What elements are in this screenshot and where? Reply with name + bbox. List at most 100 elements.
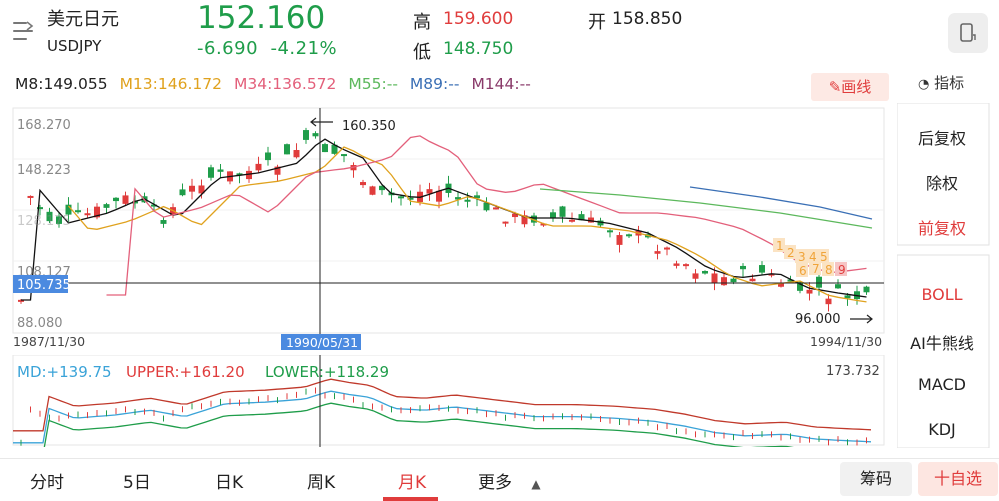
candle-body bbox=[626, 234, 632, 237]
candle-body bbox=[27, 195, 34, 198]
chart-frame bbox=[12, 107, 885, 334]
candle-body bbox=[379, 185, 385, 191]
candle-body bbox=[768, 273, 775, 276]
ma34-line bbox=[106, 135, 867, 296]
candle-body bbox=[331, 144, 338, 154]
candle-body bbox=[246, 170, 252, 180]
td-signal-bg bbox=[784, 245, 796, 259]
add-favorite-button[interactable]: 十自选 bbox=[918, 462, 998, 496]
ma55-line bbox=[539, 188, 873, 229]
candle-body bbox=[208, 167, 214, 178]
td-signal-bg bbox=[796, 263, 808, 277]
change-percent: -4.21% bbox=[270, 38, 338, 59]
sidebar-item-boll[interactable]: BOLL bbox=[921, 285, 963, 304]
low-value: 148.750 bbox=[443, 39, 514, 59]
chart-grid bbox=[13, 158, 884, 262]
instrument-code: USDJPY bbox=[47, 37, 102, 55]
candle-body bbox=[179, 189, 186, 196]
ma-legend-item: M8:149.055 bbox=[15, 75, 108, 93]
tab-daily-k[interactable]: 日K bbox=[215, 473, 244, 493]
boll-chart[interactable]: MD:+139.75 UPPER:+161.20 LOWER:+118.29 1… bbox=[0, 355, 897, 447]
menu-icon[interactable] bbox=[13, 21, 35, 40]
sidebar-item-ai-bull-bear[interactable]: AI牛熊线 bbox=[910, 334, 974, 353]
ma-legend-item: M34:136.572 bbox=[233, 75, 337, 93]
td-signal: 3 bbox=[798, 250, 806, 264]
sidebar-item-kdj[interactable]: KDJ bbox=[928, 420, 956, 439]
chips-button[interactable]: 筹码 bbox=[840, 462, 912, 496]
candle-body bbox=[407, 197, 414, 200]
candle-body bbox=[436, 190, 442, 202]
tab-more-label: 更多 bbox=[478, 473, 512, 493]
td-signal-bg bbox=[773, 238, 785, 252]
high-label: 高 bbox=[413, 12, 431, 33]
indicator-button[interactable]: ◔ 指标 bbox=[918, 72, 964, 93]
kline-chart[interactable]: 1 2 3 4 56 7 8 9 168.270 148.223 128.175 108.12… bbox=[0, 103, 897, 350]
landscape-toggle-button[interactable] bbox=[948, 13, 988, 53]
candle-body bbox=[369, 186, 376, 195]
td-signals: 1 2 3 4 56 7 8 9 bbox=[773, 238, 847, 278]
td-signal: 6 bbox=[799, 264, 807, 278]
candle-body bbox=[113, 197, 119, 202]
sidebar-item-macd[interactable]: MACD bbox=[918, 375, 966, 394]
candle-body bbox=[189, 185, 195, 192]
tab-more[interactable]: 更多 ▲ bbox=[478, 468, 541, 493]
candle-body bbox=[692, 273, 699, 279]
td-signal: 5 bbox=[820, 250, 828, 264]
draw-line-label: 画线 bbox=[841, 78, 872, 96]
sidebar-item-forward-adjusted[interactable]: 前复权 bbox=[917, 219, 966, 238]
candle-body bbox=[46, 211, 53, 222]
y-tick-3: 128.175 bbox=[17, 214, 71, 229]
candle-body bbox=[607, 230, 613, 233]
y-tick-2: 148.223 bbox=[17, 163, 71, 178]
ma-legend-item: M144:-- bbox=[471, 75, 531, 93]
sidebar-item-back-adjusted[interactable]: 后复权 bbox=[917, 129, 966, 148]
ma-legend-item: M55:-- bbox=[348, 75, 398, 93]
candle-body bbox=[816, 276, 822, 288]
candle-body bbox=[512, 213, 518, 218]
draw-line-button[interactable]: ✎画线 bbox=[811, 73, 889, 101]
td-signal: 9 bbox=[838, 263, 846, 277]
td-signal: 7 bbox=[812, 262, 820, 276]
candle-body bbox=[521, 215, 528, 225]
pencil-icon: ✎ bbox=[828, 78, 842, 96]
high-value: 159.600 bbox=[443, 9, 514, 29]
ma-lines bbox=[21, 135, 873, 303]
candle-body bbox=[303, 130, 309, 140]
tab-5day[interactable]: 5日 bbox=[123, 473, 151, 493]
candle-body bbox=[759, 265, 765, 273]
candle-body bbox=[749, 278, 756, 282]
open-value: 158.850 bbox=[612, 9, 683, 29]
candle-body bbox=[654, 251, 661, 254]
boll-md-line bbox=[13, 390, 872, 444]
boll-bars bbox=[20, 387, 867, 446]
sidebar-item-ex-rights[interactable]: 除权 bbox=[925, 174, 958, 193]
candle-body bbox=[18, 299, 24, 302]
candle-body bbox=[236, 173, 243, 176]
candle-body bbox=[37, 207, 43, 210]
candle-body bbox=[312, 133, 319, 137]
last-price: 152.160 bbox=[197, 0, 326, 36]
candle-body bbox=[787, 279, 794, 282]
td-signal: 4 bbox=[809, 250, 817, 264]
candle-body bbox=[160, 220, 167, 224]
tab-intraday[interactable]: 分时 bbox=[30, 473, 64, 493]
candle-body bbox=[284, 144, 290, 155]
candle-body bbox=[540, 223, 547, 226]
tab-weekly-k[interactable]: 周K bbox=[307, 473, 336, 493]
boll-lines bbox=[13, 378, 872, 447]
candle-body bbox=[531, 215, 537, 223]
boll-frame bbox=[12, 355, 885, 446]
ma-legend-item: M13:146.172 bbox=[119, 75, 222, 93]
tab-monthly-k[interactable]: 月K bbox=[398, 473, 427, 493]
candle-body bbox=[75, 210, 81, 213]
candle-body bbox=[588, 217, 594, 223]
period-tabs: 分时 5日 日K 周K 月K 更多 ▲ bbox=[0, 458, 999, 501]
td-signal-bg bbox=[809, 261, 821, 275]
candle-body bbox=[94, 206, 100, 218]
candle-body bbox=[455, 197, 461, 200]
candle-body bbox=[569, 219, 575, 222]
td-signal-bg bbox=[795, 249, 807, 263]
boll-max: 173.732 bbox=[826, 364, 880, 379]
td-signal-bg bbox=[822, 262, 834, 276]
boll-upper-line bbox=[13, 378, 872, 432]
